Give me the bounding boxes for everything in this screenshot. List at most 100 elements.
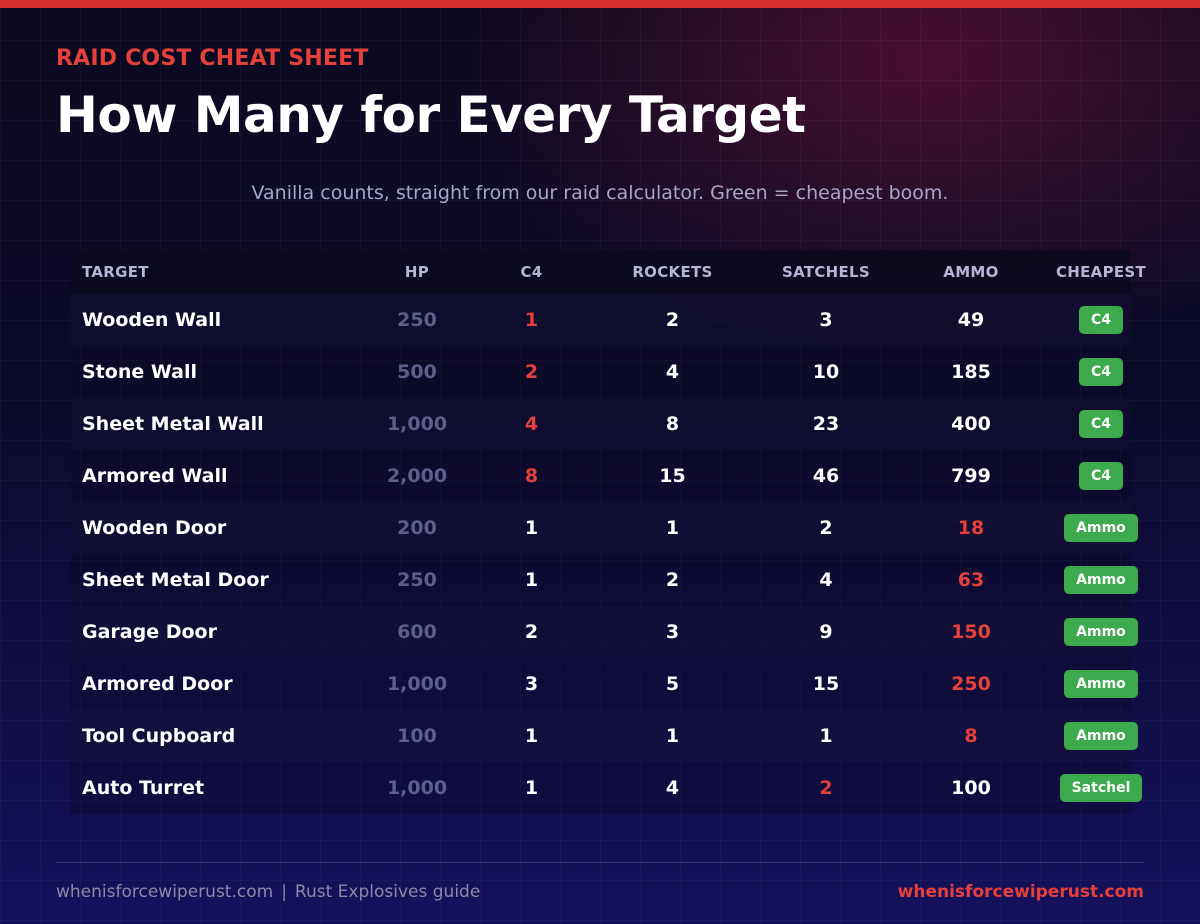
- footer-brand-link[interactable]: whenisforcewiperust.com: [897, 882, 1144, 902]
- cheapest-cell: Ammo: [1042, 606, 1160, 658]
- hp-cell: 2,000: [386, 465, 448, 487]
- cheapest-badge: Ammo: [1064, 566, 1138, 594]
- raid-cost-table: TARGET HP C4 ROCKETS SATCHELS AMMO CHEAP…: [70, 250, 1146, 814]
- ammo-cell: 100: [951, 777, 991, 799]
- satchels-cell: 3: [819, 309, 833, 331]
- c4-cell: 2: [524, 361, 539, 383]
- hp-cell: 100: [397, 725, 437, 747]
- satchels-cell: 46: [812, 465, 840, 487]
- rockets-cell: 5: [665, 673, 680, 695]
- hp-cell: 1,000: [386, 673, 448, 695]
- footer-divider: [56, 862, 1144, 863]
- cheapest-badge: Ammo: [1064, 722, 1138, 750]
- target-cell: Armored Wall: [82, 465, 228, 487]
- target-cell: Sheet Metal Wall: [82, 413, 264, 435]
- target-cell: Tool Cupboard: [82, 725, 236, 747]
- page-subtitle: Vanilla counts, straight from our raid c…: [251, 182, 949, 204]
- table-row: Auto Turret 1,000 1 4 2 100 Satchel: [70, 762, 1143, 814]
- c4-cell: 1: [524, 309, 539, 331]
- table-row: Stone Wall 500 2 4 10 185 C4: [70, 346, 1131, 398]
- column-header-ammo: AMMO: [943, 263, 999, 281]
- cheapest-cell: C4: [1042, 398, 1160, 450]
- cheapest-badge: C4: [1078, 410, 1123, 438]
- hp-cell: 1,000: [386, 413, 448, 435]
- rockets-cell: 15: [659, 465, 686, 487]
- ammo-cell: 18: [957, 517, 985, 539]
- satchels-cell: 10: [812, 361, 840, 383]
- table-row: Tool Cupboard 100 1 1 1 8 Ammo: [70, 710, 1138, 762]
- hp-cell: 500: [397, 361, 437, 383]
- table-body: Wooden Wall 250 1 2 3 49 C4 Stone Wall 500 2 4 10 18…: [70, 294, 1143, 814]
- c4-cell: 2: [524, 621, 539, 643]
- hp-cell: 250: [397, 569, 437, 591]
- cheapest-badge: Ammo: [1064, 618, 1138, 646]
- column-header-target: TARGET: [82, 263, 149, 281]
- satchels-cell: 9: [819, 621, 833, 643]
- c4-cell: 1: [524, 725, 539, 747]
- ammo-cell: 400: [951, 413, 991, 435]
- cheapest-badge: C4: [1078, 358, 1123, 386]
- rockets-cell: 1: [665, 517, 680, 539]
- target-cell: Garage Door: [82, 621, 217, 643]
- column-header-satchels: SATCHELS: [781, 263, 871, 281]
- table-row: Armored Door 1,000 3 5 15 250 Ammo: [70, 658, 1138, 710]
- footer-credits: whenisforcewiperust.com | Rust Explosives …: [56, 882, 480, 902]
- cheapest-cell: C4: [1042, 294, 1160, 346]
- c4-cell: 4: [524, 413, 539, 435]
- hp-cell: 1,000: [386, 777, 448, 799]
- target-cell: Auto Turret: [82, 777, 205, 799]
- table-row: Sheet Metal Wall 1,000 4 8 23 400 C4: [70, 398, 1131, 450]
- satchels-cell: 4: [819, 569, 833, 591]
- c4-cell: 1: [524, 517, 539, 539]
- rockets-cell: 4: [665, 361, 680, 383]
- c4-cell: 1: [524, 569, 539, 591]
- satchels-cell: 2: [819, 517, 833, 539]
- cheapest-cell: Ammo: [1042, 658, 1160, 710]
- c4-cell: 3: [524, 673, 539, 695]
- footer-site-link[interactable]: whenisforcewiperust.com: [56, 882, 274, 902]
- rockets-cell: 4: [665, 777, 680, 799]
- satchels-cell: 2: [819, 777, 833, 799]
- table-row: Wooden Wall 250 1 2 3 49 C4: [70, 294, 1131, 346]
- c4-cell: 1: [524, 777, 539, 799]
- table-row: Garage Door 600 2 3 9 150 Ammo: [70, 606, 1138, 658]
- cheapest-cell: Ammo: [1042, 502, 1160, 554]
- ammo-cell: 185: [951, 361, 991, 383]
- table-header-row: TARGET HP C4 ROCKETS SATCHELS AMMO CHEAP…: [70, 250, 1146, 294]
- c4-cell: 8: [524, 465, 539, 487]
- hp-cell: 200: [397, 517, 437, 539]
- cheapest-cell: C4: [1042, 346, 1160, 398]
- rockets-cell: 8: [665, 413, 680, 435]
- column-header-c4: C4: [520, 263, 543, 281]
- cheapest-badge: C4: [1078, 462, 1123, 490]
- table-row: Sheet Metal Door 250 1 2 4 63 Ammo: [70, 554, 1138, 606]
- top-accent-bar: [0, 0, 1200, 8]
- rockets-cell: 2: [665, 309, 680, 331]
- column-header-hp: HP: [404, 263, 430, 281]
- column-header-rockets: ROCKETS: [632, 263, 713, 281]
- cheapest-cell: Satchel: [1042, 762, 1160, 814]
- rockets-cell: 3: [665, 621, 680, 643]
- target-cell: Sheet Metal Door: [82, 569, 269, 591]
- table-row: Wooden Door 200 1 1 2 18 Ammo: [70, 502, 1138, 554]
- cheapest-cell: Ammo: [1042, 554, 1160, 606]
- cheapest-badge: Ammo: [1064, 670, 1138, 698]
- ammo-cell: 799: [951, 465, 991, 487]
- hp-cell: 250: [397, 309, 437, 331]
- footer-guide-label: Rust Explosives guide: [294, 882, 481, 902]
- target-cell: Stone Wall: [82, 361, 197, 383]
- cheapest-badge: Ammo: [1064, 514, 1138, 542]
- page-title: How Many for Every Target: [56, 86, 806, 144]
- cheapest-badge: C4: [1078, 306, 1123, 334]
- ammo-cell: 250: [951, 673, 991, 695]
- ammo-cell: 63: [957, 569, 985, 591]
- eyebrow-label: RAID COST CHEAT SHEET: [56, 46, 369, 71]
- table-row: Armored Wall 2,000 8 15 46 799 C4: [70, 450, 1131, 502]
- column-header-cheapest: CHEAPEST: [1055, 263, 1147, 281]
- satchels-cell: 23: [812, 413, 840, 435]
- satchels-cell: 1: [819, 725, 833, 747]
- ammo-cell: 49: [957, 309, 985, 331]
- hp-cell: 600: [397, 621, 437, 643]
- rockets-cell: 1: [665, 725, 680, 747]
- footer-separator: |: [281, 882, 287, 902]
